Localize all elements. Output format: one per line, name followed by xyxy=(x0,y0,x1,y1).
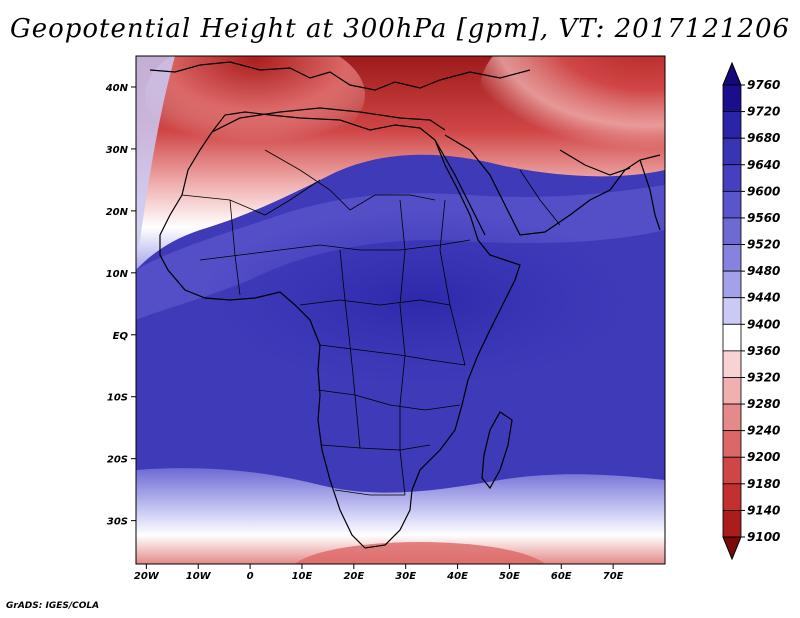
india-coastline xyxy=(639,159,661,231)
colorbar-label: 9720 xyxy=(747,105,780,119)
x-tick-label: 30E xyxy=(395,571,416,582)
border-sahara-mid xyxy=(264,149,436,211)
y-tick-label: 30N xyxy=(106,145,129,156)
field-west-edge xyxy=(136,56,175,260)
colorbar-swatch xyxy=(722,297,742,325)
border-southern-3 xyxy=(334,489,405,496)
colorbar-swatch xyxy=(722,217,742,245)
field-mid-north xyxy=(136,185,665,320)
border-vertical-1 xyxy=(339,249,361,449)
madagascar-coastline xyxy=(481,411,513,490)
grads-credit: GrADS: IGES/COLA xyxy=(6,601,100,611)
colorbar-swatch xyxy=(722,430,742,458)
colorbar-swatch xyxy=(722,270,742,299)
colorbar-swatch xyxy=(722,483,742,511)
colorbar-label: 9360 xyxy=(747,344,780,358)
border-vertical-3 xyxy=(439,199,466,366)
border-central-2 xyxy=(319,344,466,366)
border-southern-1 xyxy=(317,389,461,411)
colorbar-label: 9180 xyxy=(747,477,780,491)
axis-ticks: 20W 10W 0 10E 20E 30E 40E 50E 60E 70E 40N 30N 20N 10N… xyxy=(105,83,624,582)
colorbar-label: 9320 xyxy=(747,370,780,384)
colorbar-swatch xyxy=(722,510,742,538)
border-sahara-west xyxy=(181,179,321,216)
y-tick-label: 20S xyxy=(107,455,128,466)
colorbar-label: 9100 xyxy=(747,530,780,544)
colorbar-swatch xyxy=(722,111,742,139)
field-south-band xyxy=(136,468,665,564)
x-tick-label: 0 xyxy=(247,571,254,582)
colorbar-label: 9520 xyxy=(747,238,780,252)
border-vertical-2 xyxy=(399,199,406,496)
field-ne-trough xyxy=(480,56,665,165)
border-southern-2 xyxy=(321,444,431,451)
map-frame xyxy=(135,55,666,565)
africa-coastline xyxy=(159,111,521,549)
x-tick-label: 20W xyxy=(134,571,160,582)
colorbar-swatch xyxy=(722,403,742,432)
x-tick-label: 70E xyxy=(603,571,624,582)
colorbar-swatch xyxy=(722,456,742,485)
colorbar: 9760 9720 9680 9640 9600 9560 9520 9480 9440 9400… xyxy=(722,61,780,561)
border-vertical-west xyxy=(229,199,241,296)
y-tick-label: 10N xyxy=(106,269,129,280)
y-tick-label: 30S xyxy=(107,517,128,528)
country-borders xyxy=(181,149,561,496)
colorbar-swatch xyxy=(722,377,742,405)
colorbar-label: 9760 xyxy=(747,78,780,92)
map-panel xyxy=(136,56,665,564)
colorbar-label: 9240 xyxy=(747,424,780,438)
colorbar-over-triangle xyxy=(722,61,742,86)
colorbar-label: 9600 xyxy=(747,184,780,198)
coastlines xyxy=(149,61,661,549)
colorbar-label: 9200 xyxy=(747,450,780,464)
colorbar-label: 9560 xyxy=(747,211,780,225)
border-sahel xyxy=(199,239,471,261)
red-sea-coast xyxy=(434,139,486,236)
field-south-ridge xyxy=(294,542,546,564)
colorbar-label: 9640 xyxy=(747,158,780,172)
colorbar-swatch xyxy=(722,323,742,352)
chart-title: Geopotential Height at 300hPa [gpm], VT:… xyxy=(9,14,791,44)
colorbar-swatch xyxy=(722,164,742,192)
x-tick-label: 40E xyxy=(446,571,468,582)
border-vertical-mideast xyxy=(519,169,561,226)
y-tick-label: EQ xyxy=(113,331,129,342)
x-tick-label: 50E xyxy=(499,571,520,582)
colorbar-label: 9480 xyxy=(747,264,780,278)
colorbar-swatch xyxy=(722,190,742,219)
y-tick-label: 20N xyxy=(106,207,129,218)
field-nw-trough xyxy=(145,56,365,155)
colorbar-label: 9140 xyxy=(747,503,780,517)
x-tick-label: 20E xyxy=(343,571,364,582)
y-tick-label: 40N xyxy=(105,83,129,94)
mediterranean-south xyxy=(211,107,446,133)
border-central-1 xyxy=(299,299,451,306)
persian-gulf xyxy=(559,149,631,176)
europe-coastline xyxy=(149,61,531,91)
y-tick-label: 10S xyxy=(107,393,128,404)
x-tick-label: 60E xyxy=(551,571,572,582)
colorbar-swatch xyxy=(722,84,742,112)
colorbar-label: 9440 xyxy=(747,291,780,305)
colorbar-under-triangle xyxy=(722,536,742,561)
colorbar-label: 9400 xyxy=(747,317,780,331)
colorbar-swatch xyxy=(722,244,742,272)
x-tick-label: 10W xyxy=(186,571,212,582)
colorbar-swatch xyxy=(722,137,742,166)
colorbar-swatch xyxy=(722,350,742,378)
x-tick-label: 10E xyxy=(292,571,313,582)
colorbar-label: 9280 xyxy=(747,397,780,411)
colorbar-label: 9680 xyxy=(747,131,780,145)
